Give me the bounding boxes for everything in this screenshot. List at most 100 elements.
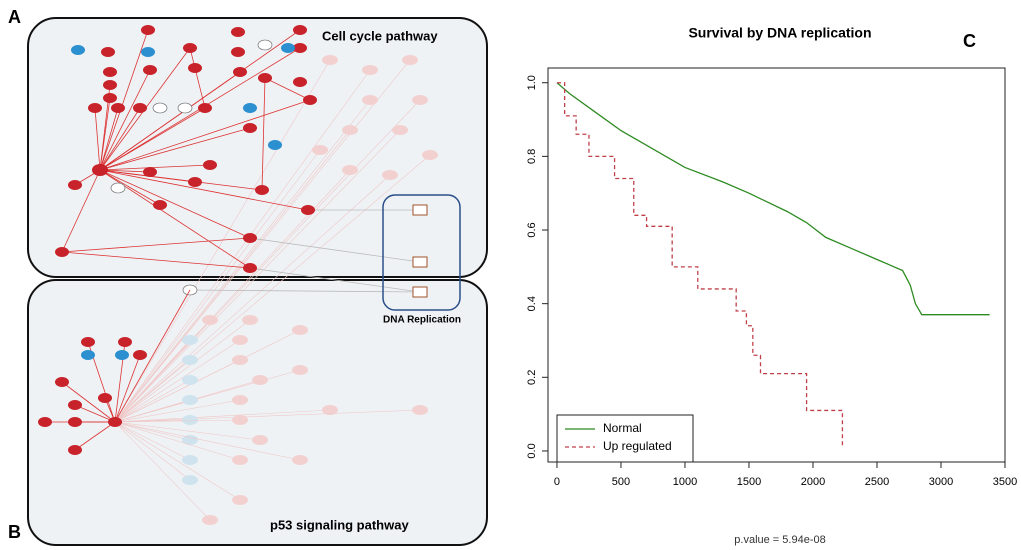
edge (189, 47, 206, 109)
node (38, 417, 52, 427)
survival-curve (556, 82, 990, 316)
edge (114, 421, 191, 481)
panel-label: C (963, 31, 976, 51)
pathway-label: Cell cycle pathway (322, 28, 438, 43)
node (232, 415, 248, 425)
node (182, 375, 198, 385)
node (252, 375, 268, 385)
node (177, 102, 193, 114)
node (182, 435, 198, 445)
edge (114, 399, 241, 423)
node (292, 365, 308, 375)
node (412, 405, 428, 415)
node (243, 103, 257, 113)
node (111, 103, 125, 113)
node (188, 177, 202, 187)
node (202, 315, 218, 325)
edge (99, 169, 151, 173)
node (255, 185, 269, 195)
edge (249, 267, 421, 293)
edge (114, 409, 421, 423)
edge (114, 174, 391, 423)
dna-replication-box (382, 194, 461, 311)
edge (114, 99, 371, 423)
node (422, 150, 438, 160)
x-tick-label: 500 (612, 476, 630, 488)
node (402, 55, 418, 65)
network (38, 25, 438, 525)
node (152, 102, 168, 114)
edge (61, 237, 251, 253)
edge (61, 251, 251, 269)
y-tick-label: 0.8 (526, 149, 538, 164)
node (143, 65, 157, 75)
chart-title: Survival by DNA replication (688, 25, 871, 41)
x-tick-label: 3500 (993, 476, 1017, 488)
edge (74, 421, 116, 451)
node (312, 145, 328, 155)
y-tick-label: 0.4 (526, 296, 538, 311)
edge (99, 107, 206, 171)
node (243, 263, 257, 273)
panel-a (27, 17, 488, 278)
edge (99, 71, 241, 171)
node (203, 160, 217, 170)
node (257, 39, 273, 51)
node (141, 47, 155, 57)
node (231, 47, 245, 57)
edge (114, 99, 421, 423)
edge (99, 29, 149, 171)
node (198, 103, 212, 113)
node (233, 67, 247, 77)
plot-frame (547, 67, 1006, 463)
edge (114, 339, 241, 423)
edge (189, 289, 421, 293)
node (412, 286, 428, 298)
node (92, 164, 108, 176)
edge (99, 169, 263, 191)
node (183, 43, 197, 53)
node (98, 393, 112, 403)
node (293, 77, 307, 87)
y-tick-label: 1.0 (526, 75, 538, 90)
node (81, 337, 95, 347)
edge (114, 319, 251, 423)
y-tick-label: 0.6 (526, 222, 538, 237)
edge (114, 421, 211, 521)
node (232, 495, 248, 505)
edge (99, 127, 251, 171)
edge (114, 419, 241, 423)
legend-box (556, 414, 694, 463)
node (141, 25, 155, 35)
node (68, 417, 82, 427)
node (231, 27, 245, 37)
edge (99, 169, 251, 269)
node (55, 247, 69, 257)
node (362, 95, 378, 105)
edge (94, 107, 101, 171)
node (68, 400, 82, 410)
node (103, 80, 117, 90)
edge (99, 169, 251, 239)
edge (261, 77, 266, 191)
node (133, 350, 147, 360)
edge (114, 399, 191, 423)
edge (114, 421, 191, 441)
node (242, 315, 258, 325)
edge (61, 169, 101, 253)
x-tick-label: 1500 (737, 476, 761, 488)
edge (114, 59, 411, 423)
edge (61, 381, 116, 423)
edge (114, 421, 261, 441)
chart: 0 500 1000 1500 2000 2500 3000 3500 0.0 0.2 0.4 0.6… (526, 75, 1017, 488)
edge (99, 169, 309, 211)
node (412, 95, 428, 105)
node (243, 233, 257, 243)
node (303, 95, 317, 105)
edge (249, 237, 421, 263)
edge (114, 69, 371, 423)
edge (114, 339, 191, 423)
survival-curve (556, 82, 844, 448)
edge (114, 421, 301, 461)
